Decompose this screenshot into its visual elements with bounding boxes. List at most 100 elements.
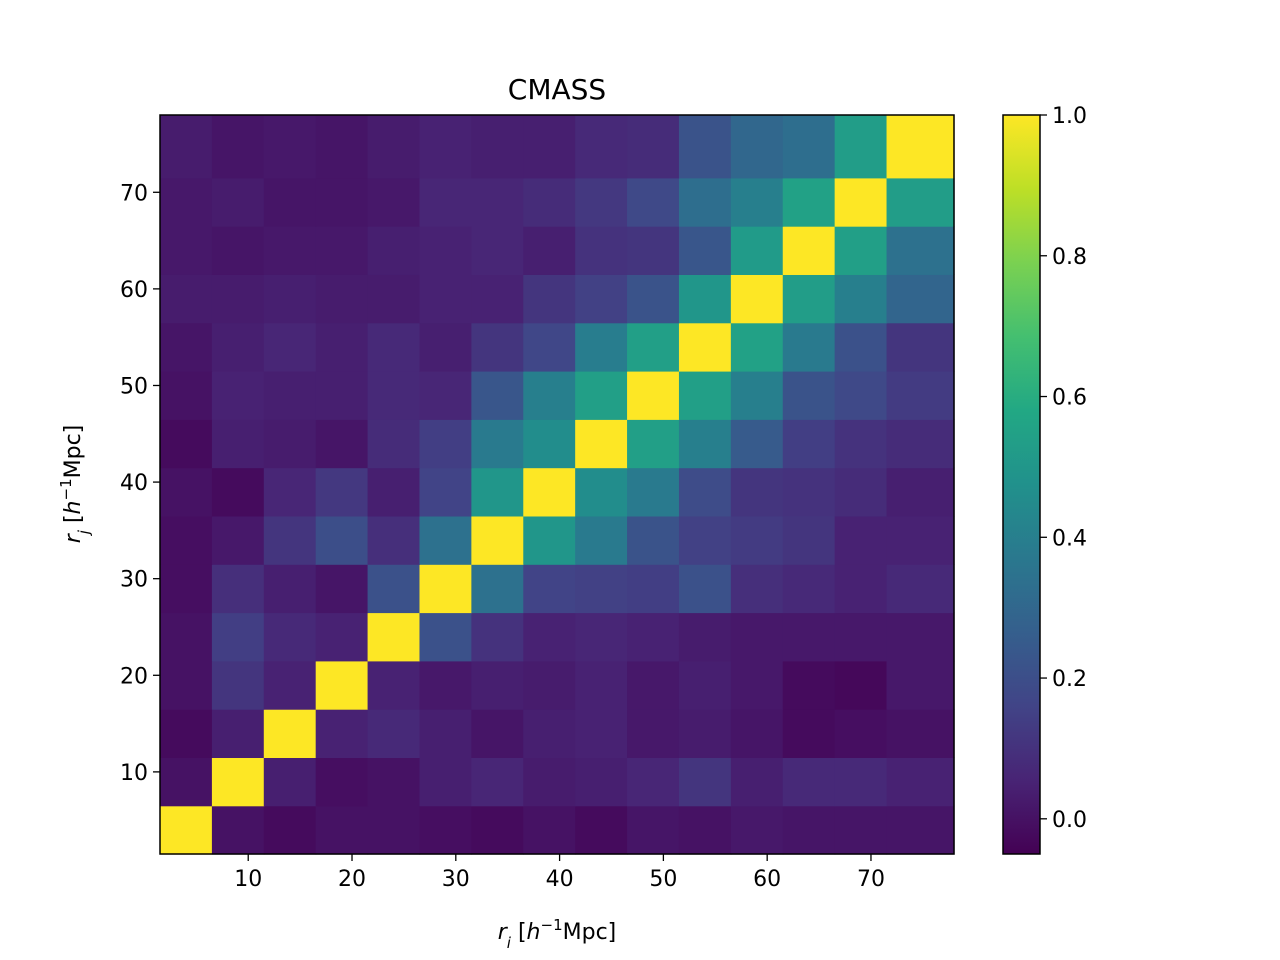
heatmap-cell — [678, 226, 732, 275]
heatmap-cell — [834, 274, 888, 324]
x-tick-label: 60 — [753, 867, 781, 892]
colorbar — [1002, 114, 1041, 855]
heatmap-cell — [471, 660, 524, 710]
heatmap-cell — [419, 274, 472, 324]
heatmap-cell — [782, 370, 836, 420]
heatmap-cell — [782, 805, 836, 855]
heatmap-cell — [834, 115, 888, 179]
heatmap-cell — [627, 757, 680, 807]
heatmap-cell — [211, 226, 265, 275]
heatmap-cell — [419, 226, 472, 275]
heatmap-cell — [419, 709, 472, 758]
heatmap-cell — [678, 322, 732, 372]
heatmap-cell — [471, 370, 524, 420]
heatmap-cell — [263, 564, 317, 614]
heatmap-cell — [730, 564, 784, 614]
heatmap-cell — [575, 515, 628, 565]
heatmap-cell — [419, 660, 472, 710]
heatmap-cell — [834, 370, 888, 420]
heatmap-cell — [211, 564, 265, 614]
heatmap-cell — [834, 564, 888, 614]
heatmap-cell — [575, 757, 628, 807]
heatmap-cell — [419, 177, 472, 227]
y-tick-label: 60 — [120, 278, 148, 303]
heatmap-cell — [575, 370, 628, 420]
heatmap-cell — [419, 515, 472, 565]
heatmap-cell — [730, 515, 784, 565]
heatmap-cell — [627, 226, 680, 275]
heatmap-cell — [730, 274, 784, 324]
heatmap-cell — [627, 370, 680, 420]
heatmap-cell — [523, 274, 576, 324]
heatmap-cell — [886, 115, 955, 179]
heatmap-cell — [834, 805, 888, 855]
x-tick-label: 20 — [338, 867, 366, 892]
heatmap-cell — [315, 612, 369, 662]
heatmap-cell — [627, 564, 680, 614]
heatmap-cell — [782, 322, 836, 372]
heatmap-cell — [886, 226, 955, 275]
heatmap-cell — [315, 370, 369, 420]
heatmap-cell — [367, 805, 421, 855]
x-axis-label: ri [h−1Mpc] — [498, 916, 617, 952]
heatmap-cell — [730, 709, 784, 758]
colorbar-ticks: 0.0 0.2 0.4 0.6 0.8 1.0 — [1040, 104, 1087, 833]
chart-title: CMASS — [508, 73, 606, 106]
colorbar-tick-label: 0.2 — [1052, 667, 1087, 692]
heatmap-cell — [678, 177, 732, 227]
heatmap-cell — [263, 322, 317, 372]
heatmap-cell — [263, 226, 317, 275]
heatmap-cell — [160, 322, 213, 372]
heatmap-cell — [886, 419, 955, 469]
heatmap-cell — [160, 274, 213, 324]
heatmap-cell — [627, 177, 680, 227]
heatmap-cell — [678, 467, 732, 517]
heatmap-cell — [627, 322, 680, 372]
heatmap-cell — [575, 322, 628, 372]
x-tick-label: 10 — [234, 867, 262, 892]
y-tick-label: 30 — [120, 568, 148, 593]
heatmap-cell — [315, 419, 369, 469]
heatmap-cell — [730, 419, 784, 469]
heatmap-cell — [211, 322, 265, 372]
heatmap-cell — [263, 515, 317, 565]
heatmap-cell — [678, 612, 732, 662]
heatmap-cell — [678, 757, 732, 807]
heatmap-cell — [471, 757, 524, 807]
heatmap-cell — [419, 322, 472, 372]
heatmap-cell — [160, 709, 213, 758]
heatmap-cell — [211, 467, 265, 517]
heatmap-cell — [211, 177, 265, 227]
y-axis: 10 20 30 40 50 60 70 — [120, 181, 160, 786]
heatmap-cell — [834, 757, 888, 807]
heatmap-cell — [367, 274, 421, 324]
heatmap-cell — [627, 805, 680, 855]
heatmap-cell — [367, 564, 421, 614]
heatmap-cell — [471, 419, 524, 469]
heatmap-cell — [160, 226, 213, 275]
heatmap-cell — [315, 564, 369, 614]
heatmap-cell — [730, 612, 784, 662]
heatmap-cell — [315, 515, 369, 565]
heatmap-cell — [730, 226, 784, 275]
heatmap-cell — [834, 322, 888, 372]
heatmap-cell — [886, 322, 955, 372]
heatmap-cell — [367, 709, 421, 758]
heatmap-cell — [523, 370, 576, 420]
heatmap-cell — [211, 115, 265, 179]
heatmap-cell — [627, 612, 680, 662]
heatmap-cell — [834, 419, 888, 469]
heatmap-cell — [782, 660, 836, 710]
heatmap-cell — [367, 660, 421, 710]
heatmap-cell — [211, 370, 265, 420]
heatmap-cell — [523, 660, 576, 710]
heatmap-cell — [211, 757, 265, 807]
heatmap-cell — [678, 660, 732, 710]
heatmap-cell — [263, 115, 317, 179]
heatmap-cell — [523, 467, 576, 517]
heatmap-cell — [730, 467, 784, 517]
heatmap-cell — [315, 757, 369, 807]
heatmap-cell — [160, 660, 213, 710]
y-tick-label: 10 — [120, 761, 148, 786]
colorbar-tick-label: 0.4 — [1052, 526, 1087, 551]
